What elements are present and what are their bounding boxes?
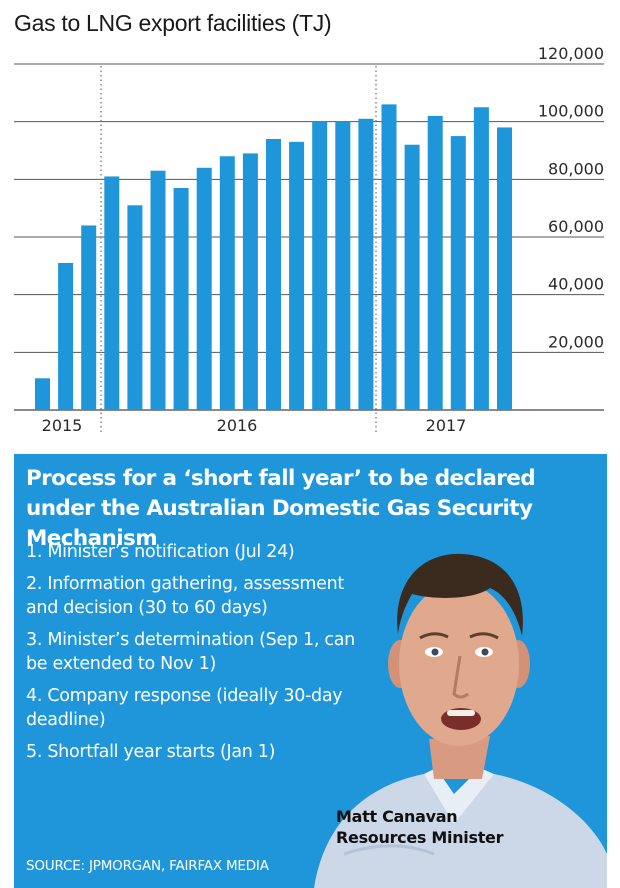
steps-list: 1. Minister’s notification (Jul 24) 2. I… <box>26 540 366 772</box>
bar <box>335 121 351 411</box>
bar <box>312 121 328 411</box>
y-tick-label: 100,000 <box>538 102 604 121</box>
info-panel: Process for a ‘short fall year’ to be de… <box>14 454 607 888</box>
panel-title: Process for a ‘short fall year’ to be de… <box>26 466 536 551</box>
bar <box>104 176 120 410</box>
step-item: 5. Shortfall year starts (Jan 1) <box>26 742 276 762</box>
bar <box>358 118 374 411</box>
bar <box>289 141 305 410</box>
step-item: 4. Company response (ideally 30-day dead… <box>26 686 343 730</box>
bar-chart: 20,000 40,000 60,000 80,000 100,000 120,000 2… <box>14 44 604 435</box>
bar <box>35 378 50 410</box>
bar <box>404 144 420 410</box>
caption-name: Matt Canavan <box>336 807 458 826</box>
y-tick-label: 120,000 <box>538 44 604 63</box>
minister-photo <box>314 553 607 888</box>
bar <box>497 127 512 410</box>
photo-caption: Matt Canavan Resources Minister <box>336 806 504 848</box>
step-item: 2. Information gathering, assessment and… <box>26 574 344 618</box>
y-tick-label: 20,000 <box>548 332 604 351</box>
step-item: 3. Minister’s determination (Sep 1, can … <box>26 630 355 674</box>
bar <box>219 156 235 410</box>
x-tick-label: 2016 <box>217 416 258 435</box>
x-tick-label: 2015 <box>42 416 83 435</box>
x-tick-label: 2017 <box>426 416 467 435</box>
bar <box>266 138 281 410</box>
chart-title: Gas to LNG export facilities (TJ) <box>14 10 332 36</box>
bar <box>150 170 166 410</box>
bar <box>427 115 443 411</box>
step-item: 1. Minister’s notification (Jul 24) <box>26 542 295 562</box>
bar <box>81 225 97 410</box>
bar <box>127 205 143 410</box>
y-tick-label: 80,000 <box>548 159 604 178</box>
y-tick-label: 40,000 <box>548 275 604 294</box>
bar <box>173 187 189 410</box>
caption-role: Resources Minister <box>336 828 504 847</box>
bar <box>381 104 397 410</box>
bar <box>242 153 258 410</box>
source-note: SOURCE: JPMORGAN, FAIRFAX MEDIA <box>26 858 269 874</box>
bar <box>473 107 489 410</box>
bar <box>450 136 466 411</box>
bar <box>58 262 74 410</box>
y-tick-label: 60,000 <box>548 217 604 236</box>
bar <box>196 167 212 410</box>
